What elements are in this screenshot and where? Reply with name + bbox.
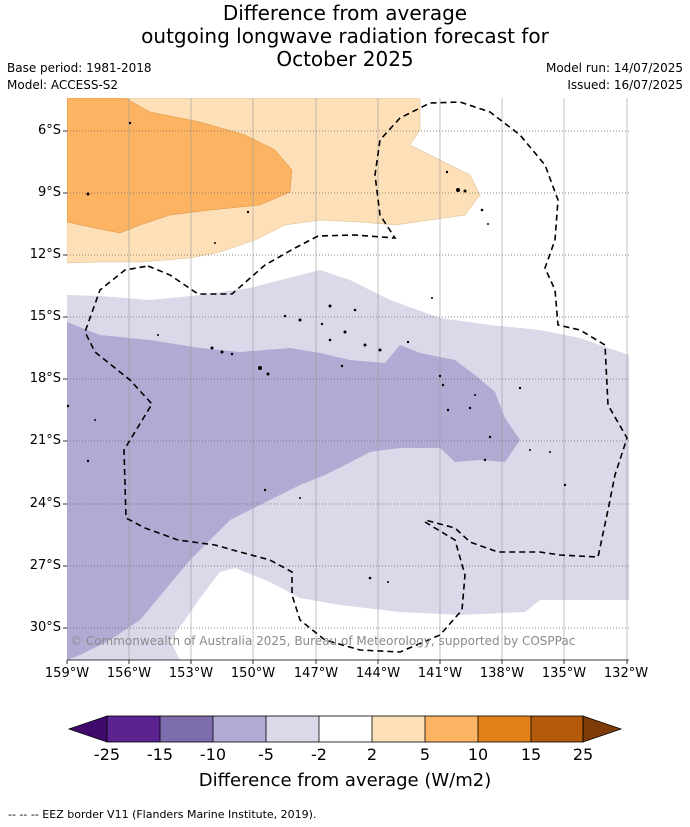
lon-label-141w: 141°W: [417, 666, 463, 681]
lon-label-156w: 156°W: [106, 666, 152, 681]
colorbar-tick-9: 25: [572, 745, 594, 764]
lat-label-24s: 24°S: [29, 496, 61, 511]
model-run: Model run: 14/07/2025: [545, 61, 683, 75]
colorbar-tick-0: -25: [93, 745, 121, 764]
colorbar-tick-3: -5: [258, 745, 274, 764]
lon-label-138w: 138°W: [479, 666, 525, 681]
lat-tick-marks: [63, 130, 67, 629]
lon-label-144w: 144°W: [355, 666, 401, 681]
lat-label-30s: 30°S: [29, 620, 61, 635]
lon-label-159w: 159°W: [44, 666, 90, 681]
lat-label-15s: 15°S: [29, 309, 61, 324]
colorbar-tick-6: 5: [419, 745, 431, 764]
colorbar-tick-8: 15: [520, 745, 542, 764]
eez-legend-footer: -- -- -- EEZ border V11 (Flanders Marine…: [8, 808, 317, 821]
colorbar-tick-5: 2: [366, 745, 378, 764]
lon-label-153w: 153°W: [168, 666, 214, 681]
lon-tick-marks: [66, 660, 628, 664]
colorbar-tick-4: -2: [311, 745, 327, 764]
lat-label-9s: 9°S: [37, 185, 61, 200]
lat-label-12s: 12°S: [29, 247, 61, 262]
colorbar-tick-1: -15: [146, 745, 174, 764]
lat-label-21s: 21°S: [29, 433, 61, 448]
island-markers: [67, 121, 567, 583]
anomaly-region-positive-strong: [67, 98, 293, 234]
colorbar-title: Difference from average (W/m2): [198, 770, 492, 791]
lon-label-132w: 132°W: [603, 666, 649, 681]
base-period: Base period: 1981-2018: [7, 61, 152, 75]
model-name: Model: ACCESS-S2: [7, 78, 119, 92]
lon-label-150w: 150°W: [230, 666, 276, 681]
lat-label-6s: 6°S: [37, 123, 61, 138]
copyright-notice: © Commonwealth of Australia 2025, Bureau…: [70, 634, 576, 648]
eez-border-cook-islands: [147, 101, 628, 558]
colorbar-tick-7: 10: [467, 745, 489, 764]
issued-date: Issued: 16/07/2025: [567, 78, 683, 92]
lon-label-147w: 147°W: [293, 666, 339, 681]
lon-label-135w: 135°W: [541, 666, 587, 681]
lat-label-27s: 27°S: [29, 558, 61, 573]
title-line-2: outgoing longwave radiation forecast for: [141, 24, 549, 48]
title-line-1: Difference from average: [222, 1, 468, 25]
colorbar-tick-2: -10: [199, 745, 227, 764]
lat-label-18s: 18°S: [29, 371, 61, 386]
title-line-3: October 2025: [276, 47, 414, 71]
anomaly-region-negative-strong: [67, 322, 520, 660]
map-latitude-lines: [67, 130, 629, 629]
